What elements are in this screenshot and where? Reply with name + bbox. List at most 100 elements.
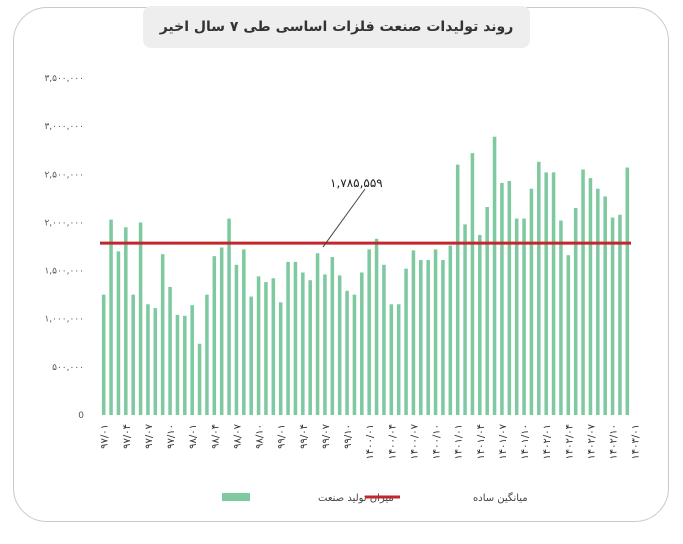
x-tick-label: ۹۸/۰۷ [232, 423, 243, 448]
bar [389, 304, 394, 415]
bar [175, 314, 180, 415]
bar [153, 308, 158, 415]
bar [212, 256, 217, 415]
bar [581, 169, 585, 415]
bar [345, 290, 349, 415]
mean-value-label: ۱,۷۸۵,۵۵۹ [330, 176, 383, 190]
bar [603, 196, 607, 415]
bar [559, 220, 563, 415]
x-tick-label: ۹۹/۰۷ [321, 423, 332, 448]
x-tick-label: ۹۷/۰۷ [144, 423, 155, 448]
y-tick-label: ۳,۵۰۰,۰۰۰ [44, 74, 84, 84]
bar [101, 294, 106, 415]
bar [573, 207, 578, 415]
bar [315, 253, 320, 415]
bar [551, 172, 556, 415]
bar [625, 167, 630, 415]
x-tick-label: ۱۴۰۲/۰۴ [564, 424, 575, 460]
bar [197, 343, 202, 415]
bar [470, 153, 475, 416]
bar [426, 259, 430, 415]
y-tick-label: ۲,۰۰۰,۰۰۰ [44, 218, 84, 228]
bar [227, 218, 231, 415]
legend: میزان تولید صنعت میانگین ساده [222, 492, 528, 504]
bar [455, 164, 460, 415]
bar [330, 257, 335, 415]
bar [278, 302, 283, 415]
bar [529, 188, 534, 415]
x-tick-label: ۱۴۰۱/۰۴ [476, 424, 487, 460]
bar [146, 304, 150, 415]
bar [507, 181, 512, 415]
bar [242, 249, 246, 415]
y-tick-label: ۱,۵۰۰,۰۰۰ [44, 267, 84, 277]
bar [109, 219, 113, 415]
x-tick-label: ۱۴۰۲/۱۰ [609, 424, 620, 460]
x-axis-ticks: ۹۷/۰۱ ۹۷/۰۴ ۹۷/۰۷ ۹۷/۱۰ ۹۸/۰۱ ۹۸/۰۴ ۹۸/۰۷ ۹۸/۱۰… [100, 423, 642, 459]
x-tick-label: ۱۴۰۱/۰۷ [498, 423, 509, 459]
y-tick-label: 0 [78, 411, 84, 421]
bar [360, 272, 364, 415]
legend-label-bars: میزان تولید صنعت [318, 493, 394, 504]
bar [404, 268, 408, 415]
y-tick-label: ۵۰۰,۰۰۰ [52, 363, 84, 373]
bar [448, 245, 453, 415]
x-tick-label: ۹۹/۱۰ [343, 424, 354, 449]
bar [411, 250, 416, 415]
x-tick-label: ۱۴۰۳/۰۱ [631, 424, 642, 460]
bar [352, 294, 357, 415]
x-tick-label: ۹۷/۱۰ [166, 424, 177, 449]
bar [249, 296, 253, 415]
bar [256, 276, 261, 415]
bar [308, 280, 312, 415]
bar [514, 218, 519, 415]
mean-pointer-line [322, 188, 366, 248]
bar [396, 304, 401, 415]
bar [596, 188, 600, 415]
bar [492, 136, 497, 415]
title-box: روند تولیدات صنعت فلزات اساسی طی ۷ سال ا… [143, 6, 530, 48]
bar [433, 249, 438, 415]
x-tick-label: ۱۴۰۰/۱۰ [432, 424, 443, 460]
mean-line-group: ۱,۷۸۵,۵۵۹ [100, 176, 631, 248]
bar [610, 217, 615, 415]
bar [323, 274, 327, 415]
bar [138, 222, 143, 415]
bar [219, 247, 224, 415]
x-tick-label: ۱۴۰۰/۰۱ [365, 424, 376, 460]
bar [264, 282, 268, 415]
legend-swatch-bars [222, 493, 250, 501]
bar-series [101, 136, 630, 416]
x-tick-label: ۹۸/۰۴ [210, 424, 221, 449]
chart-title: روند تولیدات صنعت فلزات اساسی طی ۷ سال ا… [159, 19, 514, 35]
x-tick-label: ۱۴۰۰/۰۴ [387, 424, 398, 460]
bar [205, 294, 209, 415]
bar [588, 178, 593, 415]
x-tick-label: ۹۹/۰۱ [277, 424, 288, 449]
bar [131, 294, 135, 415]
x-tick-label: ۹۷/۰۴ [122, 424, 133, 449]
bar [485, 207, 489, 415]
bar [618, 214, 622, 415]
x-tick-label: ۱۴۰۲/۰۱ [542, 424, 553, 460]
x-tick-label: ۱۴۰۱/۰۱ [454, 424, 465, 460]
x-tick-label: ۹۸/۰۱ [188, 424, 199, 449]
bar [522, 218, 526, 415]
bar [183, 315, 187, 415]
x-tick-label: ۱۴۰۱/۱۰ [520, 424, 531, 460]
legend-label-mean: میانگین ساده [473, 492, 528, 504]
bar [168, 286, 172, 415]
bar [124, 227, 128, 415]
y-tick-label: ۱,۰۰۰,۰۰۰ [44, 315, 84, 325]
x-tick-label: ۹۷/۰۱ [100, 424, 111, 449]
bar [271, 278, 276, 415]
x-tick-label: ۹۹/۰۴ [299, 424, 310, 449]
bar [190, 305, 194, 415]
bar [367, 249, 371, 415]
bar [160, 254, 165, 415]
x-tick-label: ۱۴۰۰/۰۷ [409, 423, 420, 459]
y-tick-label: ۲,۵۰۰,۰۰۰ [44, 170, 84, 180]
bar [537, 161, 541, 415]
bar [337, 275, 342, 415]
